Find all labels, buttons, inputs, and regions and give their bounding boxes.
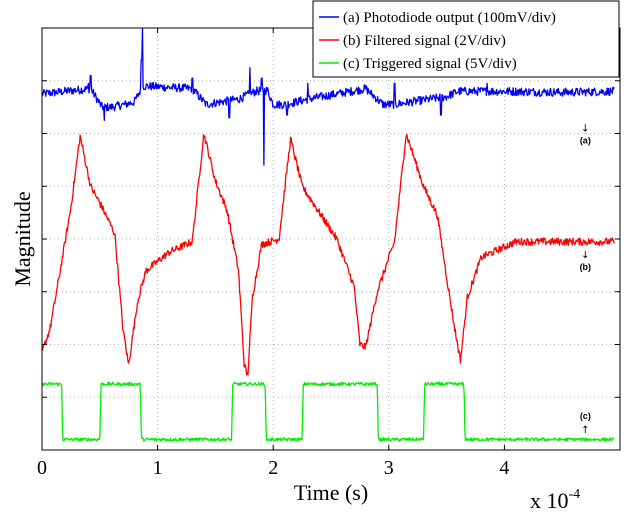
- legend-entry: (b) Filtered signal (2V/div): [343, 33, 506, 49]
- x-tick-label: 3: [384, 457, 394, 479]
- annotation-label: (b): [580, 262, 592, 272]
- annotation-arrow: ↓: [581, 250, 589, 261]
- x-multiplier-base: x 10: [530, 488, 569, 513]
- x-tick-label: 4: [499, 457, 509, 479]
- annotation-label: (a): [580, 135, 591, 145]
- legend: (a) Photodiode output (100mV/div) (b) Fil…: [312, 0, 620, 78]
- x-tick-label: 0: [37, 457, 47, 479]
- legend-entry: (c) Triggered signal (5V/div): [343, 56, 517, 72]
- x-multiplier-exponent: -4: [569, 487, 581, 502]
- annotation-label: (c): [580, 411, 591, 421]
- x-axis-multiplier: x 10-4: [530, 487, 580, 513]
- annotation-arrow: ↓: [581, 123, 589, 134]
- tick-layer: 0 1 2 3 4: [37, 28, 620, 479]
- series-line-3: [41, 381, 615, 442]
- legend-entry: (a) Photodiode output (100mV/div): [343, 10, 556, 26]
- series-layer: [41, 27, 615, 442]
- series-line-2: [41, 133, 615, 376]
- x-tick-label: 1: [153, 457, 163, 479]
- x-tick-label: 2: [268, 457, 278, 479]
- legend-box: [312, 0, 620, 78]
- grid-layer: [42, 28, 620, 450]
- annotation-arrow: ↑: [581, 425, 589, 436]
- y-axis-label: Magnitude: [10, 191, 35, 286]
- series-line-1: [41, 27, 615, 166]
- annotation-layer: ↓(a)↓(b)↑(c): [580, 123, 592, 436]
- x-axis-label: Time (s): [294, 480, 368, 505]
